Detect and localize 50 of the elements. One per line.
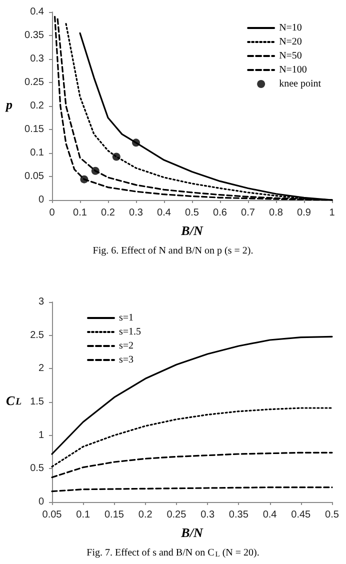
x-tick-label: 0.8 bbox=[269, 208, 284, 218]
x-axis-title: B/N bbox=[180, 525, 204, 540]
y-tick-label: 2.5 bbox=[30, 330, 44, 341]
y-tick-label: 0.4 bbox=[30, 6, 44, 18]
x-tick-label: 0.2 bbox=[101, 208, 116, 218]
x-tick-label: 0.5 bbox=[185, 208, 200, 218]
x-tick-label: 0 bbox=[49, 208, 56, 218]
x-tick-label: 0.4 bbox=[262, 510, 278, 520]
legend-label: knee point bbox=[279, 78, 322, 90]
legend-label: N=20 bbox=[279, 36, 302, 48]
x-tick-label: 0.5 bbox=[325, 510, 340, 520]
legend-label: s=1 bbox=[119, 312, 134, 324]
y-axis-title: p bbox=[5, 97, 13, 112]
y-tick-label: 0.15 bbox=[24, 124, 44, 135]
legend-label: s=1.5 bbox=[119, 326, 142, 338]
y-tick-label: 0.05 bbox=[24, 171, 44, 182]
x-tick-label: 0.45 bbox=[291, 510, 312, 520]
y-tick-label: 0.25 bbox=[24, 77, 44, 88]
legend-label: s=3 bbox=[119, 354, 134, 366]
y-tick-label: 3 bbox=[38, 296, 44, 308]
y-tick-label: 0.1 bbox=[30, 148, 44, 158]
y-tick-label: 1 bbox=[38, 430, 44, 441]
x-tick-label: 1 bbox=[329, 208, 336, 218]
x-tick-label: 0.7 bbox=[241, 208, 256, 218]
x-axis-title: B/N bbox=[180, 223, 204, 238]
legend-label: s=2 bbox=[119, 340, 134, 352]
y-tick-label: 0 bbox=[38, 194, 44, 206]
x-tick-label: 0.3 bbox=[200, 510, 215, 520]
x-tick-label: 0.35 bbox=[228, 510, 249, 520]
legend-label: N=50 bbox=[279, 50, 302, 62]
x-tick-label: 0.2 bbox=[138, 510, 153, 520]
y-tick-label: 1.5 bbox=[30, 396, 44, 408]
x-tick-label: 0.6 bbox=[213, 208, 228, 218]
caption: Fig. 6. Effect of N and B/N on p (s = 2). bbox=[92, 246, 254, 256]
y-tick-label: 0 bbox=[38, 496, 44, 508]
x-tick-label: 0.9 bbox=[297, 208, 312, 218]
x-tick-label: 0.25 bbox=[166, 510, 187, 520]
legend-label: N=10 bbox=[279, 22, 302, 34]
y-tick-label: 0.35 bbox=[24, 30, 44, 41]
x-tick-label: 0.1 bbox=[73, 208, 88, 218]
y-axis-title: CL bbox=[6, 393, 22, 408]
x-tick-label: 0.15 bbox=[104, 510, 124, 520]
y-tick-label: 0.2 bbox=[30, 100, 44, 112]
x-tick-label: 0.4 bbox=[157, 208, 172, 218]
y-tick-label: 0.3 bbox=[30, 54, 44, 64]
x-tick-label: 0.3 bbox=[129, 208, 144, 218]
x-tick-label: 0.1 bbox=[76, 510, 90, 520]
y-tick-label: 2 bbox=[38, 363, 44, 374]
legend-label: N=100 bbox=[279, 64, 307, 76]
y-tick-label: 0.5 bbox=[30, 463, 44, 474]
